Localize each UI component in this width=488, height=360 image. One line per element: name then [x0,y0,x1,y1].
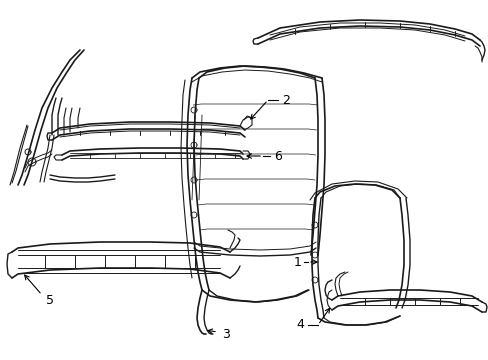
Text: 4: 4 [296,319,304,332]
Text: 6: 6 [273,149,281,162]
Text: 5: 5 [46,293,54,306]
Text: 2: 2 [282,94,289,107]
Text: 3: 3 [222,328,229,342]
Text: 1: 1 [293,256,302,269]
